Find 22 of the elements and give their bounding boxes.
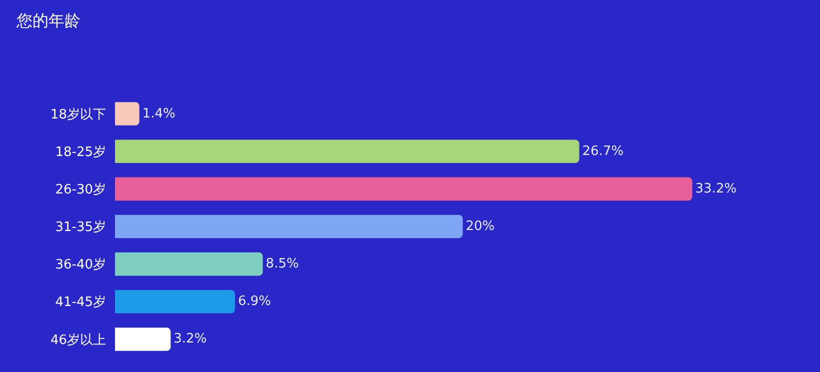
bar [115, 140, 580, 163]
y-tick-label: 36-40岁 [55, 258, 106, 273]
y-tick-label: 41-45岁 [55, 295, 106, 310]
data-label: 33.2% [695, 181, 737, 196]
data-label: 8.5% [266, 256, 299, 272]
data-label: 26.7% [582, 144, 624, 159]
data-label: 1.4% [142, 106, 176, 122]
y-tick-label: 18-25岁 [55, 144, 106, 160]
data-label: 20% [466, 219, 495, 234]
y-tick-label: 18岁以下 [50, 107, 106, 122]
y-tick-label: 31-35岁 [55, 220, 106, 236]
bar [115, 328, 171, 351]
bar [115, 177, 692, 201]
data-label: 3.2% [174, 332, 207, 347]
bar [115, 102, 140, 126]
chart-title: 您的年龄 [15, 11, 80, 30]
y-tick-label: 46岁以上 [50, 332, 106, 348]
y-tick-label: 26-30岁 [55, 182, 106, 198]
bar [115, 214, 463, 238]
bar [115, 290, 235, 314]
bar [115, 252, 263, 276]
data-label: 6.9% [238, 294, 272, 310]
